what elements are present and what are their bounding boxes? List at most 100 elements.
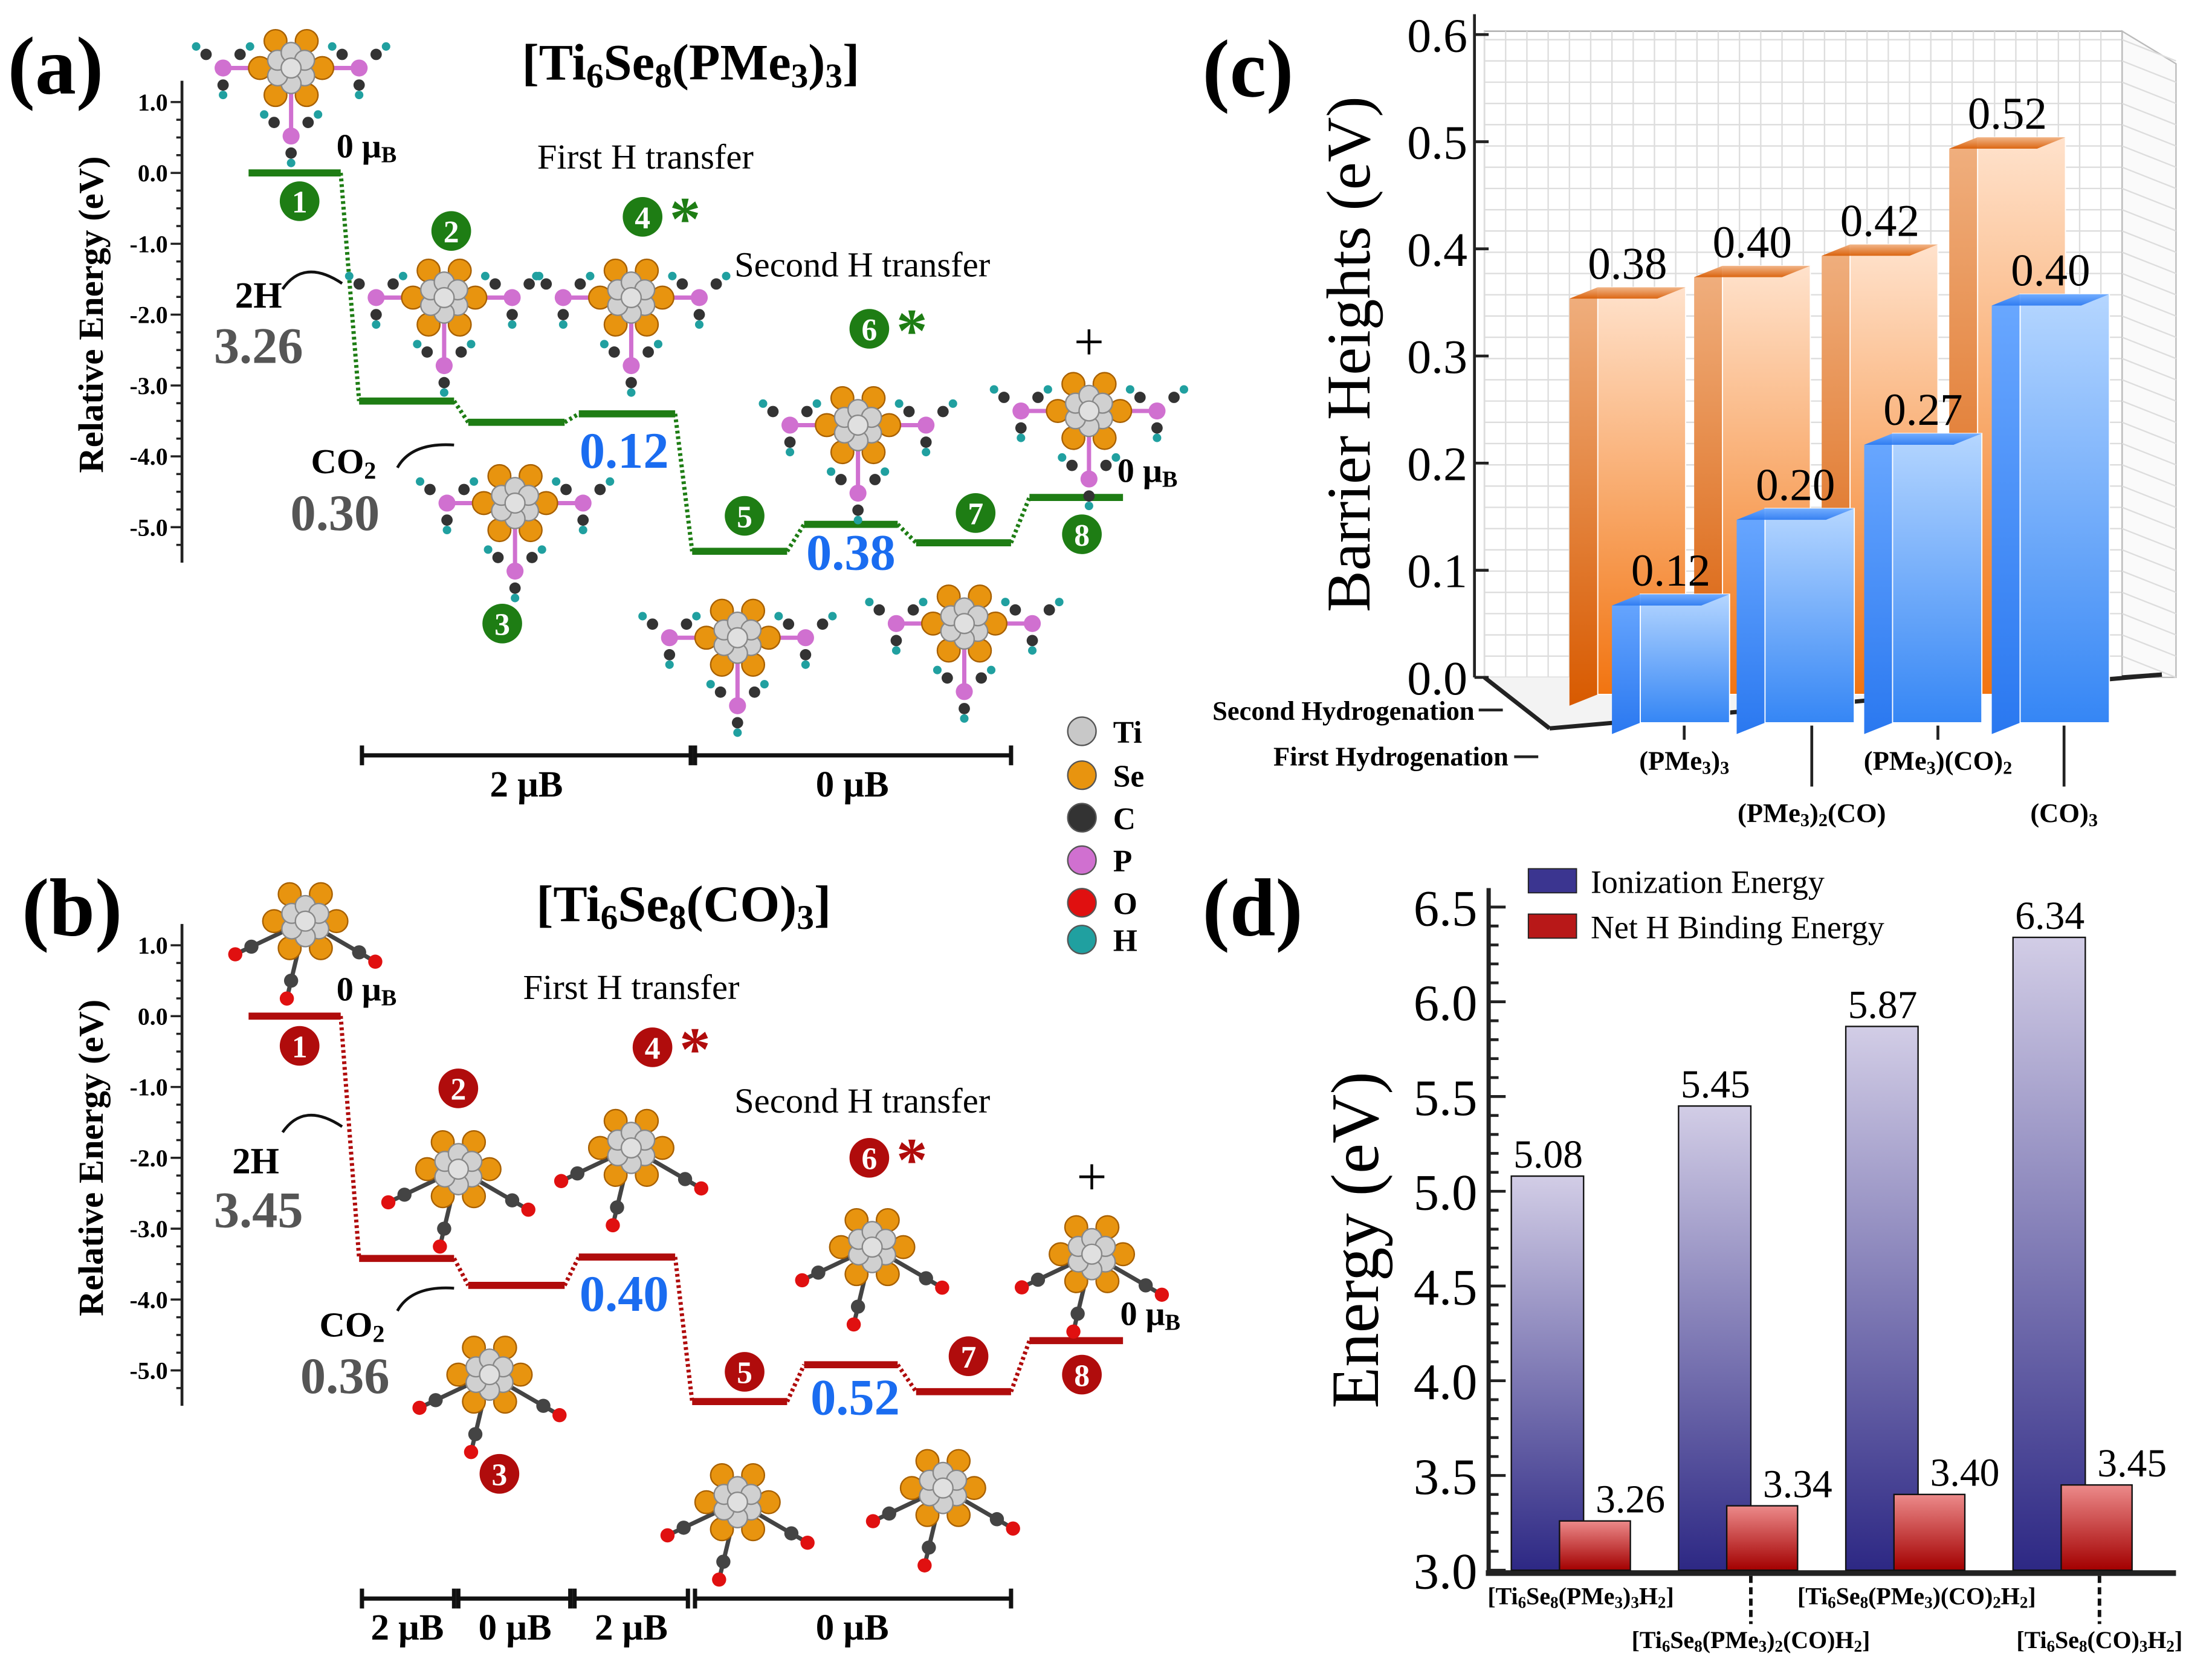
level-connector — [452, 399, 470, 424]
transition-state-asterisk: * — [670, 184, 701, 253]
hydrogen-atom — [1058, 453, 1067, 462]
carbon-atom — [920, 436, 932, 448]
barrier-1: 0.40 — [580, 1266, 669, 1322]
carbon-atom — [626, 377, 637, 389]
molecule-structure — [865, 584, 1064, 723]
data-label: 0.12 — [1631, 546, 1710, 596]
carbon-atom — [1009, 604, 1021, 616]
y-tick-label: -1.0 — [130, 230, 168, 257]
carbon-atom — [455, 346, 467, 358]
spin-bar-label: 0 μB — [816, 764, 889, 805]
phosphorus-atom — [1023, 615, 1041, 632]
phosphorus-atom — [1148, 402, 1166, 420]
hydrogen-atom — [960, 714, 969, 723]
carbon-atom — [882, 1506, 896, 1521]
hydrogen-atom — [668, 271, 677, 280]
grid-line — [2121, 208, 2176, 232]
level-connector — [1009, 496, 1032, 544]
hydrogen-atom — [480, 271, 490, 280]
carbon-atom — [1151, 422, 1163, 434]
hydrogen-atom — [722, 271, 731, 280]
carbon-atom — [941, 672, 953, 684]
carbon-atom — [217, 79, 229, 91]
bar-first-hydrogenation-top — [1612, 594, 1730, 606]
spin-end: 0 μB — [1117, 452, 1178, 492]
grid-line — [2121, 506, 2176, 529]
co2-binding-energy: 0.36 — [300, 1348, 390, 1405]
titanium-atom — [294, 910, 316, 932]
carbon-atom — [800, 648, 812, 661]
co2-label: CO2 — [320, 1305, 385, 1347]
carbon-atom — [509, 582, 521, 594]
transition-state-asterisk: * — [896, 297, 928, 366]
grid-line — [2121, 442, 2176, 466]
legend-swatch-binding — [1527, 913, 1577, 939]
grid-line — [2121, 124, 2176, 147]
carbon-atom — [1043, 604, 1055, 616]
titanium-atom — [479, 1364, 500, 1386]
first-h-transfer-label: First H transfer — [537, 137, 754, 176]
carbon-atom — [903, 406, 915, 418]
titanium-atom — [620, 286, 642, 309]
oxygen-atom — [1066, 1324, 1081, 1339]
hydrogen-atom — [467, 340, 476, 349]
y-tick-label: -1.0 — [130, 1074, 168, 1101]
hydrogen-atom — [372, 320, 381, 329]
barrier-2: 0.38 — [806, 525, 896, 581]
y-tick-label: 3.5 — [1414, 1449, 1478, 1505]
y-tick-label: 3.0 — [1414, 1544, 1478, 1600]
step-number: 4 — [635, 201, 650, 236]
step-number: 7 — [968, 497, 983, 532]
y-tick-label: 0.0 — [138, 160, 168, 187]
atom-legend-swatch — [1067, 925, 1097, 955]
carbon-atom — [850, 1299, 865, 1314]
atom-legend-label: P — [1113, 844, 1133, 879]
bar-net-h-binding-energy — [2060, 1484, 2133, 1571]
step-badge — [482, 603, 522, 644]
y-tick-label: 5.5 — [1414, 1070, 1478, 1127]
carbon-atom — [664, 648, 676, 661]
hydrogen-atom — [1017, 433, 1026, 442]
carbon-atom — [428, 1393, 443, 1408]
bar-first-hydrogenation-side — [1991, 294, 2020, 734]
atom-legend-label: Se — [1113, 759, 1145, 794]
legend: Ionization Energy Net H Binding Energy — [1527, 864, 1884, 945]
molecule-structure — [192, 28, 390, 167]
carbon-atom — [536, 1398, 551, 1413]
hydrogen-atom — [245, 42, 254, 51]
bar-second-hydrogenation-top — [1569, 287, 1686, 299]
y-tick-label: -3.0 — [130, 372, 168, 399]
phosphorus-atom — [438, 494, 456, 512]
energy-levels: 1 2 3 4 * 5 6 * 7 8 — [192, 28, 1189, 737]
carbon-atom — [1032, 392, 1044, 403]
y-tick-label: 1.0 — [138, 89, 168, 116]
oxygen-atom — [660, 1528, 675, 1543]
h2-binding-energy: 3.45 — [214, 1183, 303, 1239]
hydrogen-atom — [537, 545, 546, 554]
phosphorus-atom — [282, 128, 300, 145]
data-label: 0.20 — [1756, 460, 1835, 510]
carbon-atom — [783, 618, 795, 630]
oxygen-atom — [1006, 1521, 1020, 1536]
y-tick-label: -2.0 — [130, 302, 168, 329]
spin-bar-label: 2 μB — [490, 764, 563, 805]
step-number: 8 — [1074, 1359, 1090, 1393]
oxygen-atom — [694, 1181, 709, 1196]
carbon-atom — [1100, 459, 1112, 471]
barrier-2: 0.52 — [810, 1369, 900, 1426]
y-tick-label: -4.0 — [130, 1286, 168, 1313]
hydrogen-atom — [812, 399, 821, 408]
hydrogen-atom — [344, 271, 354, 280]
phosphorus-atom — [887, 615, 905, 632]
phosphorus-atom — [215, 59, 232, 77]
y-tick-label: 6.5 — [1414, 881, 1478, 937]
y-tick-label: -5.0 — [130, 1357, 168, 1385]
carbon-atom — [681, 618, 693, 630]
level-connector — [785, 523, 806, 553]
level-connector — [896, 1363, 918, 1393]
bar-first-hydrogenation-side — [1612, 594, 1641, 734]
bar-ionization-energy — [1678, 1105, 1752, 1571]
y-axis: 1.0 0.0 -1.0 -2.0 -3.0 -4.0 -5.0 — [130, 923, 184, 1406]
hydrogen-atom — [532, 271, 541, 280]
step-number: 6 — [861, 313, 877, 348]
